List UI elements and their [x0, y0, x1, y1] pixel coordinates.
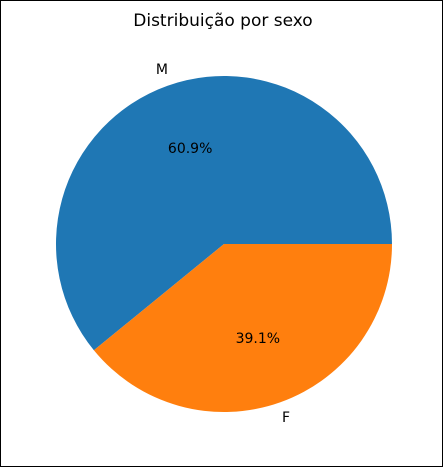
pie-slice-m: [55, 75, 393, 351]
pie-slice-f: [93, 244, 392, 412]
slice-label-m: M: [156, 62, 168, 78]
pie-labels: M 60.9% F 39.1%: [156, 62, 290, 426]
pct-label-f: 39.1%: [236, 331, 280, 347]
pct-label-m: 60.9%: [168, 141, 212, 157]
slice-label-f: F: [282, 410, 290, 426]
pie-slices: [55, 75, 393, 412]
chart-title: Distribuição por sexo: [133, 11, 312, 31]
